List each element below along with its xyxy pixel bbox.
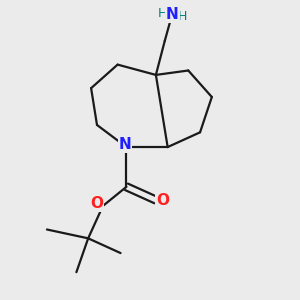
Text: N: N xyxy=(166,7,178,22)
Text: O: O xyxy=(156,193,169,208)
Text: H: H xyxy=(158,7,167,20)
Text: O: O xyxy=(90,196,103,211)
Text: H: H xyxy=(177,10,187,22)
Text: N: N xyxy=(118,137,131,152)
